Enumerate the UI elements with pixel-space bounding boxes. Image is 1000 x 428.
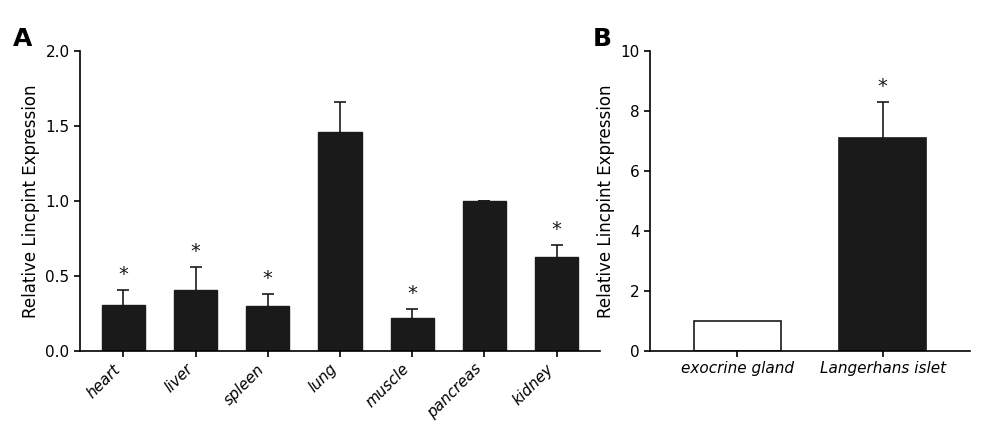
Bar — [174, 290, 217, 351]
Bar — [246, 306, 289, 351]
Text: *: * — [878, 77, 888, 96]
Text: *: * — [263, 269, 273, 288]
Text: *: * — [552, 220, 562, 239]
Text: A: A — [12, 27, 32, 51]
Bar — [463, 201, 506, 351]
Text: *: * — [191, 242, 200, 261]
Bar — [102, 305, 145, 351]
Bar — [839, 138, 926, 351]
Y-axis label: Relative Lincpint Expression: Relative Lincpint Expression — [597, 84, 615, 318]
Text: *: * — [407, 284, 417, 303]
Bar — [318, 132, 362, 351]
Text: *: * — [118, 265, 128, 284]
Y-axis label: Relative Lincpint Expression: Relative Lincpint Expression — [22, 84, 40, 318]
Bar — [391, 318, 434, 351]
Bar — [535, 257, 578, 351]
Text: B: B — [592, 27, 611, 51]
Bar — [694, 321, 781, 351]
